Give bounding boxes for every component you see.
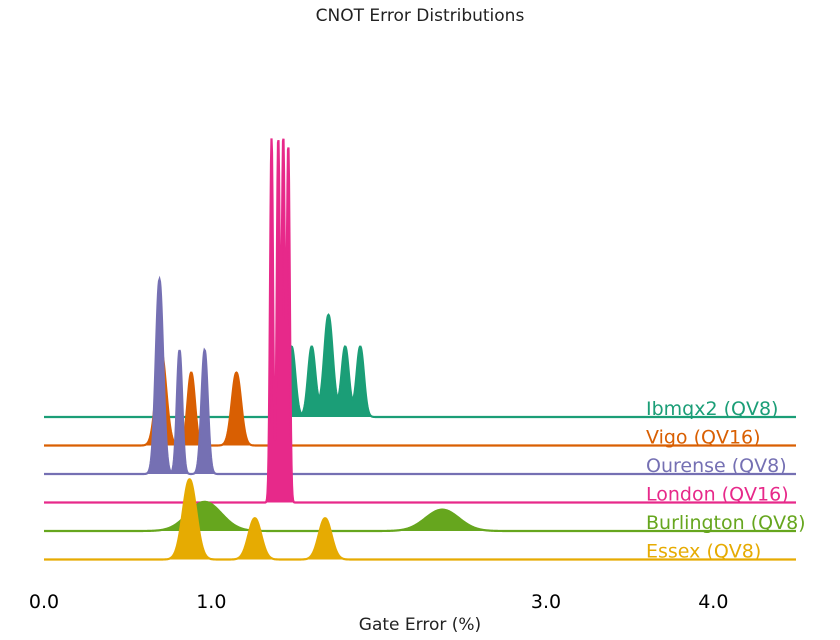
series-area (44, 350, 796, 446)
series-label: Ibmqx2 (QV8) (646, 398, 778, 420)
series-line (44, 349, 796, 447)
series-line (44, 500, 796, 533)
series-label: Ourense (QV8) (646, 455, 787, 477)
series-layer: Ibmqx2 (QV8) Vigo (QV16) Ourense (QV8) Lond… (44, 138, 806, 563)
series-vigo-qv16: Vigo (QV16) (44, 349, 796, 449)
series-london-qv16: London (QV16) (44, 138, 796, 506)
series-essex-qv8: Essex (QV8) (44, 478, 796, 563)
series-line (44, 478, 796, 561)
chart-title: CNOT Error Distributions (316, 6, 525, 26)
series-line (44, 275, 796, 476)
series-label: Burlington (QV8) (646, 512, 806, 534)
series-label: London (QV16) (646, 484, 789, 506)
series-line (44, 138, 796, 504)
x-axis-label: Gate Error (%) (359, 615, 481, 635)
x-tick-label: 0.0 (29, 591, 59, 613)
series-burlington-qv8: Burlington (QV8) (44, 500, 806, 534)
x-axis: 0.0 1.0 3.0 4.0 (29, 591, 729, 613)
x-tick-label: 1.0 (196, 591, 226, 613)
series-ourense-qv8: Ourense (QV8) (44, 275, 796, 477)
x-tick-label: 3.0 (531, 591, 561, 613)
series-area (44, 479, 796, 560)
series-label: Vigo (QV16) (646, 427, 761, 449)
x-tick-label: 4.0 (698, 591, 728, 613)
series-label: Essex (QV8) (646, 541, 761, 563)
